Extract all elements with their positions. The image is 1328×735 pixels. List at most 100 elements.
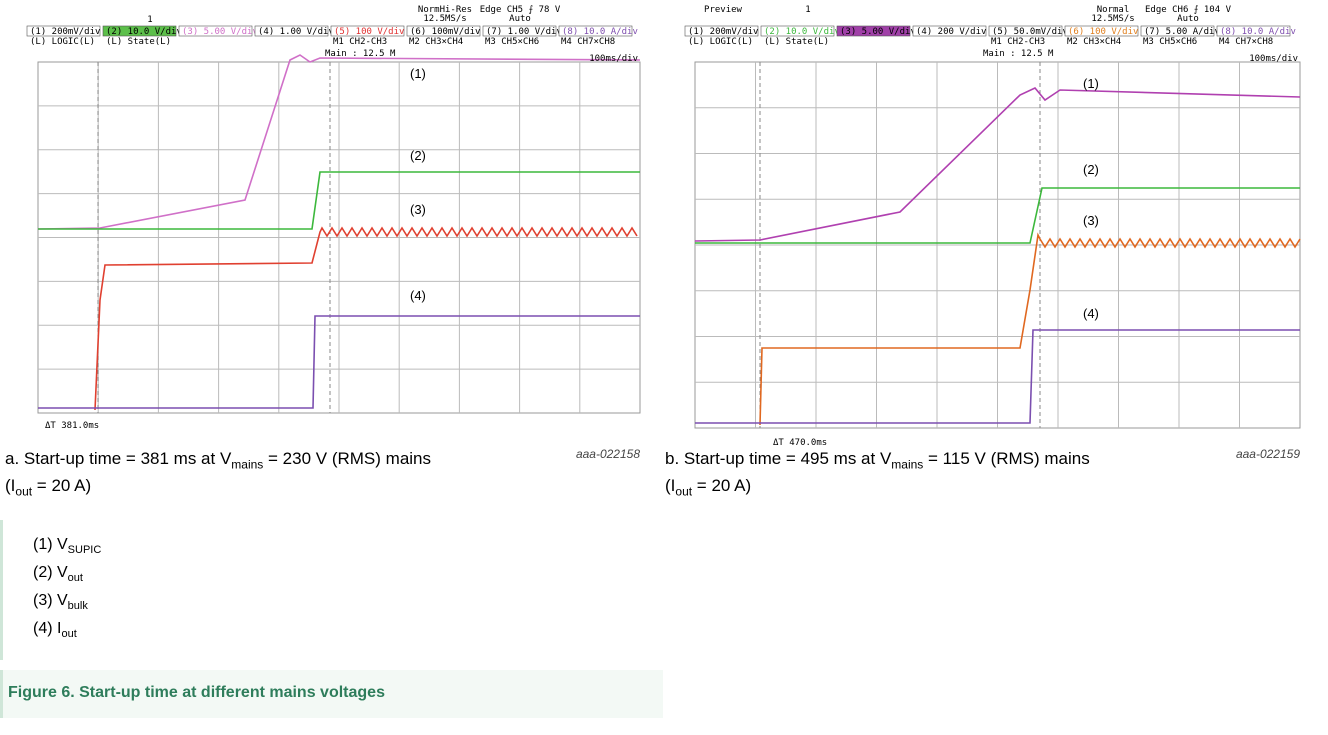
legend-sub: out — [67, 572, 83, 585]
channel-box — [178, 25, 253, 37]
caption-text: = 20 A) — [692, 476, 752, 496]
channel-box — [482, 25, 557, 37]
trace — [695, 187, 1300, 244]
channel-box — [988, 25, 1063, 37]
channel-label: (7) 1.00 V/div — [486, 27, 562, 37]
status-text: Auto — [1177, 14, 1199, 24]
math-label: M4 CH7×CH8 — [1219, 37, 1273, 47]
legend-item: (3) Vbulk — [33, 592, 88, 612]
trace-label: (3) — [1083, 213, 1099, 228]
status-text: 1 — [147, 15, 152, 25]
math-label: (L) LOGIC(L) — [688, 37, 753, 47]
trace-label: (2) — [410, 148, 426, 163]
channel-box — [558, 25, 633, 37]
legend-item: (1) VSUPIC — [33, 536, 101, 556]
caption-text: a. Start-up time = 381 ms at V — [5, 449, 232, 468]
channel-label: (5) 50.0mV/div — [992, 27, 1068, 37]
math-label: M1 CH2-CH3 — [333, 37, 387, 47]
caption-sub: mains — [231, 457, 264, 472]
channel-label: (4) 1.00 V/div — [258, 27, 334, 37]
timebase: Main : 12.5 M — [983, 49, 1054, 59]
channel-box — [254, 25, 329, 37]
status-text: Edge CH6 ⨍ 104 V — [1145, 5, 1232, 15]
channel-box — [912, 25, 987, 37]
channel-label: (6) 100mV/div — [410, 27, 480, 37]
figure-code: aaa-022159 — [1236, 447, 1300, 461]
caption-b: b. Start-up time = 495 ms at Vmains = 11… — [665, 448, 1090, 503]
trace — [695, 329, 1300, 424]
legend-sub: SUPIC — [67, 544, 102, 557]
channel-box — [836, 25, 911, 37]
channel-label: (4) 200 V/div — [916, 27, 986, 37]
trace-label: (4) — [1083, 306, 1099, 321]
trace-label: (1) — [1083, 76, 1099, 91]
time-scale: 100ms/div — [589, 54, 638, 64]
status-text: Normal — [1097, 5, 1130, 15]
caption-text: b. Start-up time = 495 ms at V — [665, 449, 892, 468]
status-text: 12.5MS/s — [1091, 14, 1134, 24]
legend-item: (2) Vout — [33, 564, 83, 584]
math-label: M2 CH3×CH4 — [1067, 37, 1121, 47]
figure-title-box: Figure 6. Start-up time at different mai… — [0, 670, 663, 718]
channel-label: (7) 5.00 A/div — [1144, 27, 1220, 37]
channel-box — [330, 25, 405, 37]
status-text: Auto — [509, 14, 531, 24]
trace-label: (1) — [410, 66, 426, 81]
status-text: Edge CH5 ⨍ 78 V — [480, 5, 561, 15]
channel-label: (1) 200mV/div — [688, 27, 758, 37]
channel-box — [1216, 25, 1291, 37]
channel-box — [684, 25, 759, 37]
caption-sub: mains — [891, 457, 924, 472]
legend-label: (2) V — [33, 564, 68, 581]
status-text: 1 — [805, 5, 810, 15]
channel-box — [26, 25, 101, 37]
trace-label: (2) — [1083, 162, 1099, 177]
caption-text: (I — [665, 476, 676, 496]
math-label: (L) LOGIC(L) — [30, 37, 95, 47]
channel-label: (2) 10.0 V/div — [764, 27, 840, 37]
channel-label: (8) 10.0 A/div — [562, 27, 638, 37]
legend-item: (4) Iout — [33, 620, 77, 640]
figure-title: Figure 6. Start-up time at different mai… — [8, 684, 385, 701]
channel-label: (8) 10.0 A/div — [1220, 27, 1296, 37]
channel-box — [1140, 25, 1215, 37]
caption-sub: out — [15, 484, 33, 499]
status-text: NormHi-Res — [418, 5, 472, 15]
legend-label: (4) I — [33, 620, 62, 637]
caption-text: (I — [5, 476, 16, 496]
channel-label: (2) 10.0 V/div — [106, 27, 182, 37]
caption-sub: out — [675, 484, 693, 499]
legend-label: (1) V — [33, 536, 68, 553]
legend-label: (3) V — [33, 592, 68, 609]
status-text: Preview — [704, 5, 743, 15]
legend-sub: bulk — [67, 600, 88, 613]
channel-label: (6) 100 V/div — [1068, 27, 1138, 37]
trace-label: (3) — [410, 202, 426, 217]
math-label: M4 CH7×CH8 — [561, 37, 615, 47]
trace — [759, 232, 1301, 426]
trace — [38, 315, 640, 409]
trace — [37, 54, 641, 230]
channel-box — [102, 25, 177, 37]
delta-t: ΔT 470.0ms — [773, 438, 827, 448]
math-label: M1 CH2-CH3 — [991, 37, 1045, 47]
channel-label: (1) 200mV/div — [30, 27, 100, 37]
legend-sub: out — [61, 628, 77, 641]
math-label: M3 CH5×CH6 — [485, 37, 539, 47]
trace — [694, 87, 1301, 242]
channel-label: (5) 100 V/div — [334, 27, 404, 37]
trace-label: (4) — [410, 288, 426, 303]
trace — [38, 171, 640, 230]
caption-text: = 20 A) — [32, 476, 92, 496]
delta-t: ΔT 381.0ms — [45, 421, 99, 431]
time-scale: 100ms/div — [1249, 54, 1298, 64]
channel-box — [760, 25, 835, 37]
channel-label: (3) 5.00 V/div — [182, 27, 258, 37]
math-label: M3 CH5×CH6 — [1143, 37, 1197, 47]
caption-a: a. Start-up time = 381 ms at Vmains = 23… — [5, 448, 431, 503]
legend: (1) VSUPIC (2) Vout (3) Vbulk (4) Iout — [0, 520, 663, 660]
figure-code: aaa-022158 — [576, 447, 640, 461]
channel-box — [406, 25, 481, 37]
